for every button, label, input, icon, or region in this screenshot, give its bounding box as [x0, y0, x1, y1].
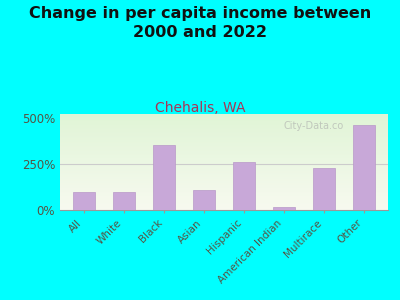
Bar	[233, 162, 255, 210]
Text: Change in per capita income between
2000 and 2022: Change in per capita income between 2000…	[29, 6, 371, 40]
Bar	[193, 190, 215, 210]
Bar	[273, 207, 295, 210]
Bar	[313, 167, 335, 210]
Bar	[153, 146, 175, 210]
Bar	[353, 125, 375, 210]
Text: City-Data.co: City-Data.co	[283, 121, 343, 130]
Bar	[113, 193, 135, 210]
Bar	[73, 191, 95, 210]
Text: Chehalis, WA: Chehalis, WA	[155, 100, 245, 115]
